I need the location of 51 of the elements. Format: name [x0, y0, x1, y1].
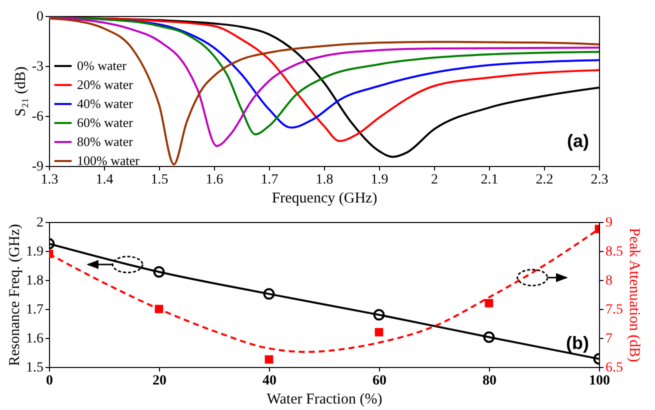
x-tick-label: 1.3	[40, 172, 58, 188]
y-axis-title: S₂₁ (dB)	[12, 66, 29, 117]
y2-axis-title: Peak Attenuation (dB)	[626, 228, 642, 362]
y-tick-label: 1.9	[26, 244, 44, 260]
x-tick-label: 1.4	[96, 172, 114, 188]
annotation: (b)	[566, 332, 590, 353]
legend-label: 100% water	[77, 153, 140, 168]
x-tick-label: 1.5	[150, 172, 168, 188]
x-tick-label: 60	[372, 374, 386, 388]
annotation: (a)	[567, 131, 590, 151]
x-tick-label: 1.6	[206, 172, 224, 188]
y-tick-label: 1.5	[26, 360, 44, 376]
y-tick-label: -3	[32, 60, 44, 74]
legend-label: 0% water	[77, 58, 128, 73]
x-tick-label: 1.8	[316, 172, 334, 188]
legend-label: 40% water	[77, 96, 134, 111]
x-tick-label: 100	[589, 374, 610, 388]
point	[373, 309, 385, 321]
legend-label: 60% water	[77, 115, 134, 130]
y2-tick-label: 7.5	[606, 302, 623, 318]
y2-tick-label: 9	[606, 216, 612, 230]
y-tick-label: 1.8	[26, 274, 44, 288]
y-tick-label: 2	[36, 216, 44, 230]
x-tick-label: 1.7	[260, 172, 278, 188]
legend-label: 20% water	[77, 77, 134, 92]
point	[484, 299, 494, 308]
x-tick-label: 0	[46, 374, 53, 388]
x-axis-title: Frequency (GHz)	[272, 190, 378, 206]
y2-tick-label: 8	[606, 274, 612, 288]
x-tick-label: 2.3	[590, 172, 608, 188]
point	[374, 328, 384, 336]
x-axis-title: Water Fraction (%)	[266, 392, 382, 408]
x-tick-label: 2.1	[480, 172, 498, 188]
x-tick-label: 1.9	[370, 172, 388, 188]
y2-tick-label: 7	[606, 332, 612, 346]
x-tick-label: 2	[431, 172, 438, 188]
x-tick-label: 20	[152, 374, 166, 388]
x-tick-label: 80	[482, 374, 496, 388]
x-tick-label: 40	[262, 374, 276, 388]
y-tick-label: 1.6	[26, 332, 44, 346]
y-axis-title: Resonance Freq. (GHz)	[7, 224, 23, 366]
y2-tick-label: 6.5	[606, 360, 623, 376]
y-tick-label: 1.7	[26, 302, 44, 318]
y2-tick-label: 8.5	[606, 244, 623, 260]
x-tick-label: 2.2	[536, 172, 554, 188]
point	[264, 355, 274, 364]
y-tick-label: 0	[36, 10, 44, 24]
legend-label: 80% water	[77, 134, 134, 149]
y-tick-label: -6	[32, 110, 44, 124]
point	[263, 288, 275, 300]
y-tick-label: -9	[32, 160, 44, 174]
